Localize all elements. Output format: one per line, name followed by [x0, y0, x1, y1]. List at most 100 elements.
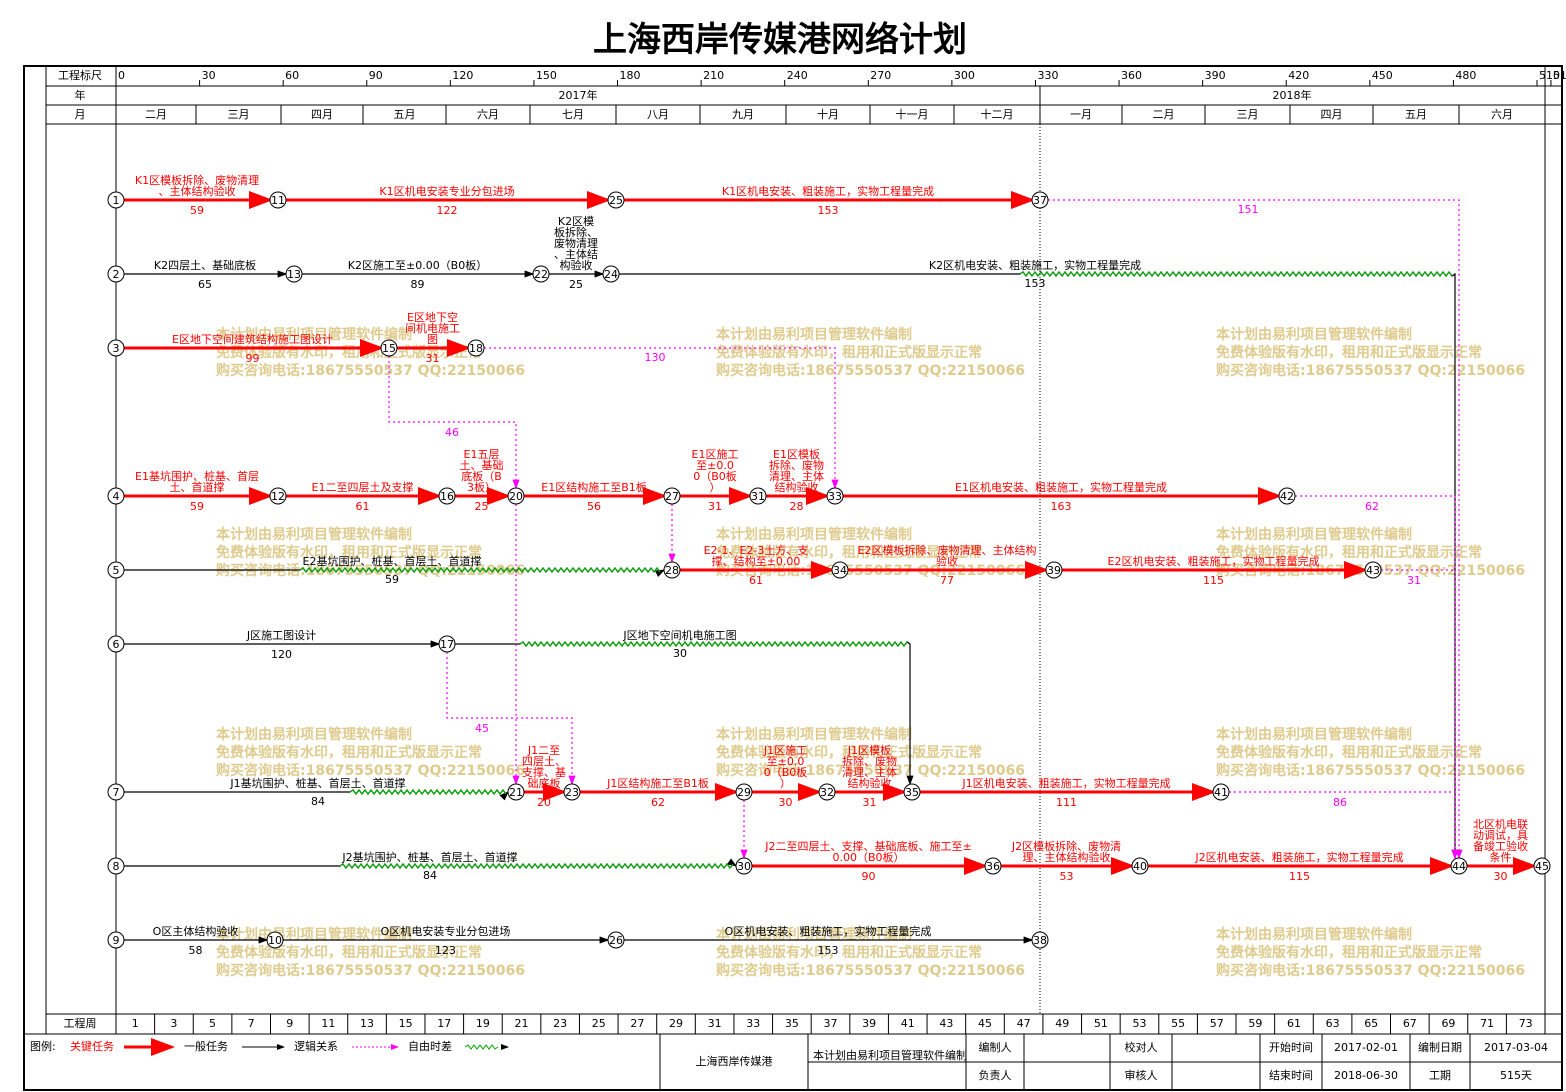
scale-tick-label: 390: [1205, 69, 1226, 82]
task-label: E1二至四层土及支撑: [312, 480, 414, 494]
week: 33: [746, 1017, 760, 1030]
scale-tick-label: 300: [954, 69, 975, 82]
project: 上海西岸传媒港: [696, 1054, 773, 1068]
task-label: J1区模板拆除、废物清理、主体结构验收: [842, 743, 897, 790]
week: 15: [399, 1017, 413, 1030]
month: 四月: [311, 108, 333, 121]
node-label: 31: [751, 490, 765, 503]
task-duration: 61: [356, 500, 370, 513]
software: 本计划由易利项目管理软件编制: [813, 1048, 967, 1062]
watermark: 免费体验版有水印，租用和正式版显示正常: [716, 744, 982, 761]
watermark: 免费体验版有水印，租用和正式版显示正常: [1216, 344, 1482, 361]
node-label: 1: [113, 194, 120, 207]
year: 2017年: [559, 88, 598, 102]
node: [607, 191, 625, 209]
duration-label: 工期: [1429, 1069, 1451, 1082]
month: 六月: [477, 108, 499, 121]
watermark: 本计划由易利项目管理软件编制: [1216, 526, 1412, 543]
scale-tick-label: 420: [1288, 69, 1309, 82]
scale-tick-label: 510: [1539, 69, 1560, 82]
month: 一月: [1070, 108, 1092, 121]
node: [107, 857, 125, 875]
watermark: 免费体验版有水印，租用和正式版显示正常: [716, 544, 982, 561]
task-label: J1区结构施工至B1板: [606, 776, 709, 790]
node-label: 10: [268, 934, 282, 947]
task-label: J2区模板拆除、废物清理、主体结构验收: [1011, 839, 1121, 864]
node: [607, 931, 625, 949]
watermark: 购买咨询电话:18675550537 QQ:22150066: [1216, 962, 1525, 979]
node-label: 5: [113, 564, 120, 577]
node-label: 35: [905, 786, 919, 799]
watermark: 本计划由易利项目管理软件编制: [216, 326, 412, 343]
node: [1364, 561, 1382, 579]
task-label: E2区机电安装、粗装施工，实物工程量完成: [1108, 554, 1320, 568]
task-label: J1基坑围护、桩基、首层土、首道撑: [229, 776, 405, 790]
scale-tick-label: 30: [202, 69, 216, 82]
node-label: 11: [271, 194, 285, 207]
legend-normal: 一般任务: [184, 1040, 228, 1053]
task-label: E区地下空间建筑结构施工图设计: [172, 332, 333, 346]
end-label: 结束时间: [1269, 1069, 1313, 1082]
task-label: J区施工图设计: [246, 629, 316, 642]
node: [107, 339, 125, 357]
task-duration: 99: [246, 352, 260, 365]
task-arrow: [1381, 569, 1459, 860]
title: 上海西岸传媒港网络计划: [593, 20, 967, 60]
node: [1031, 191, 1049, 209]
week: 27: [630, 1017, 644, 1030]
task-label: K2区模板拆除、废物清理、主体结构验收: [554, 215, 598, 272]
node: [107, 487, 125, 505]
task-label: J1区机电安装、粗装施工，实物工程量完成: [961, 776, 1170, 790]
task-duration: 31: [708, 500, 722, 513]
node-label: 34: [833, 564, 847, 577]
node-label: 27: [665, 490, 679, 503]
node: [663, 561, 681, 579]
task-label: J2区机电安装、粗装施工，实物工程量完成: [1194, 850, 1403, 864]
task-duration: 62: [651, 796, 665, 809]
week: 53: [1132, 1017, 1146, 1030]
scale-label: 工程标尺: [58, 68, 102, 82]
week: 63: [1326, 1017, 1340, 1030]
task-label: K1区机电安装专业分包进场: [379, 184, 514, 198]
task-duration: 153: [818, 204, 839, 217]
month-label: 月: [75, 108, 86, 121]
month: 五月: [1405, 108, 1427, 121]
watermark: 购买咨询电话:18675550537 QQ:22150066: [1216, 762, 1525, 779]
week: 67: [1403, 1017, 1417, 1030]
week-label: 工程周: [64, 1017, 97, 1030]
task-duration: 115: [1289, 870, 1310, 883]
week: 1: [132, 1017, 139, 1030]
week: 55: [1171, 1017, 1185, 1030]
week: 57: [1210, 1017, 1224, 1030]
watermark: 免费体验版有水印，租用和正式版显示正常: [1216, 944, 1482, 961]
node-label: 3: [113, 342, 120, 355]
week: 59: [1248, 1017, 1262, 1030]
task-label: E1区结构施工至B1板: [541, 480, 647, 494]
node-label: 38: [1033, 934, 1047, 947]
scale-tick-label: 60: [285, 69, 299, 82]
watermark: 免费体验版有水印，租用和正式版显示正常: [1216, 544, 1482, 561]
task-arrow: [1229, 791, 1459, 860]
task-duration: 123: [435, 944, 456, 957]
task-duration: 86: [1333, 796, 1347, 809]
node: [507, 783, 525, 801]
task-label: E1区机电安装、粗装施工，实物工程量完成: [955, 480, 1167, 494]
total-duration: 515天: [1500, 1069, 1532, 1082]
watermark: 本计划由易利项目管理软件编制: [716, 326, 912, 343]
node-label: 18: [469, 342, 483, 355]
node: [1131, 857, 1149, 875]
watermark: 本计划由易利项目管理软件编制: [716, 926, 912, 943]
scale-tick-label: 450: [1372, 69, 1393, 82]
scale-tick-label: 120: [452, 69, 473, 82]
week: 21: [515, 1017, 529, 1030]
node-label: 32: [820, 786, 834, 799]
node-label: 12: [271, 490, 285, 503]
task-duration: 30: [673, 647, 687, 660]
scale-tick-label: 330: [1037, 69, 1058, 82]
node-label: 43: [1366, 564, 1380, 577]
scale-tick-label: 90: [369, 69, 383, 82]
task-duration: 130: [645, 351, 666, 364]
task-label: K2区机电安装、粗装施工，实物工程量完成: [929, 258, 1141, 272]
month: 二月: [1153, 108, 1175, 121]
week: 73: [1519, 1017, 1533, 1030]
